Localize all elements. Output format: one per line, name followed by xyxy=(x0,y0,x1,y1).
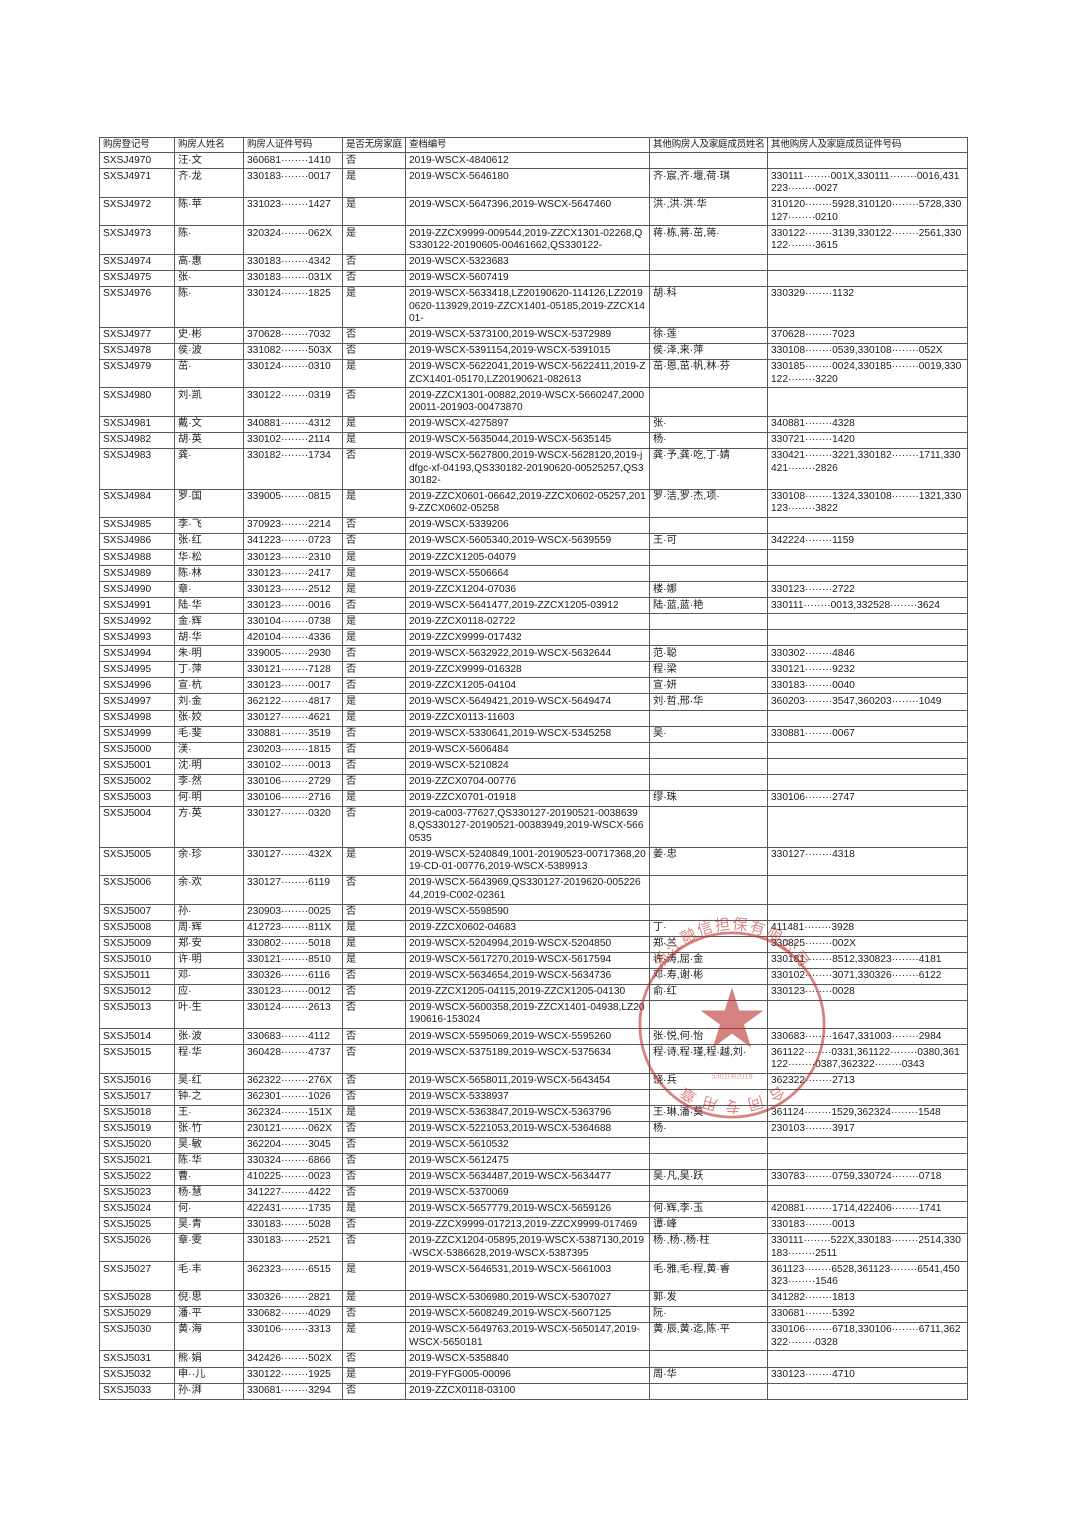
svg-text:浙江融信担保有限公司: 浙江融信担保有限公司 xyxy=(648,912,816,972)
svg-text:5301082019: 5301082019 xyxy=(711,1071,752,1080)
svg-text:合 同 专 用 章: 合 同 专 用 章 xyxy=(675,1081,790,1118)
